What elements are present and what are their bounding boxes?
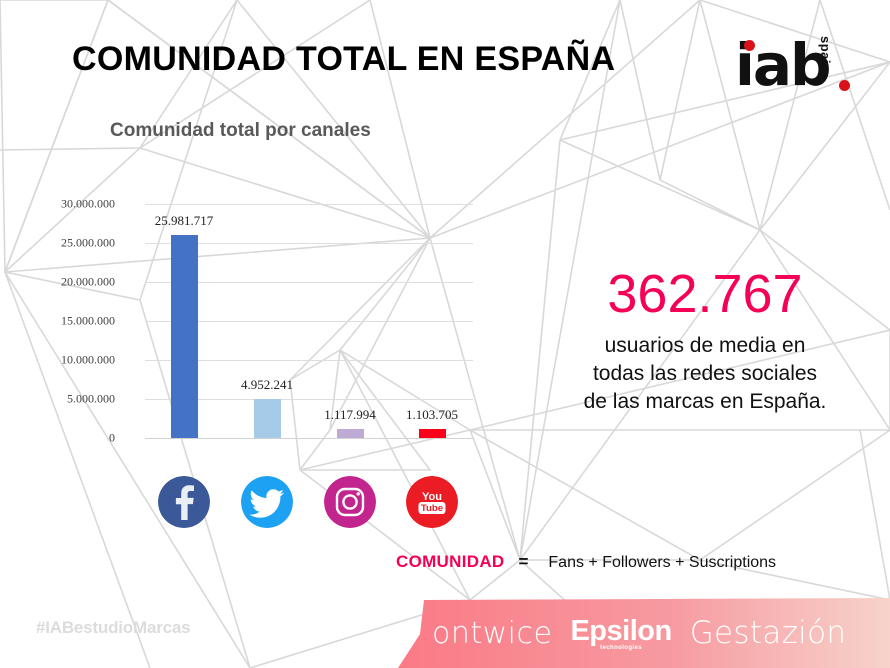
y-axis-tick-label: 25.000.000	[61, 235, 115, 250]
sponsor-banner: ontwice Epsilon technologies Gestazión	[398, 598, 890, 668]
page-title: COMUNIDAD TOTAL EN ESPAÑA	[72, 40, 616, 78]
svg-text:You: You	[422, 491, 442, 503]
highlight-number: 362.767	[607, 264, 803, 324]
y-axis-tick-label: 5.000.000	[67, 391, 115, 406]
iab-spain-logo: iab spain	[735, 28, 860, 98]
chart-bar[interactable]	[170, 235, 198, 438]
highlight-description-line: usuarios de media en	[604, 334, 806, 357]
bar-value-label: 4.952.241	[241, 377, 293, 393]
sponsor-logos: ontwice Epsilon technologies Gestazión	[398, 598, 890, 668]
y-axis-tick-label: 0	[109, 430, 115, 445]
sponsor-epsilon-logo: Epsilon technologies	[570, 614, 672, 651]
bar-value-label: 1.103.705	[406, 407, 458, 423]
hashtag-label: #IABestudioMarcas	[36, 618, 191, 637]
channel-icon-row: You Tube	[0, 476, 500, 536]
formula-definition: Fans + Followers + Suscriptions	[548, 554, 777, 571]
logo-dot-bottom-icon	[839, 80, 850, 91]
logo-dot-top-icon	[744, 40, 755, 51]
facebook-icon[interactable]	[158, 476, 210, 528]
y-axis-tick-label: 20.000.000	[61, 274, 115, 289]
sponsor-epsilon-label: Epsilon	[570, 614, 672, 647]
chart-title: Comunidad total por canales	[110, 120, 371, 141]
chart-gridline	[145, 204, 473, 205]
logo-region-label: spain	[818, 36, 833, 73]
y-axis-tick-label: 15.000.000	[61, 313, 115, 328]
y-axis-tick-label: 10.000.000	[61, 352, 115, 367]
chart-gridline	[145, 438, 473, 439]
formula-equals: =	[518, 552, 529, 571]
bar-value-label: 1.117.994	[324, 407, 376, 423]
community-formula: COMUNIDAD = Fans + Followers + Suscripti…	[396, 552, 776, 572]
chart-bar[interactable]	[418, 429, 446, 438]
highlight-description: usuarios de media en todas las redes soci…	[530, 332, 880, 416]
chart-bar[interactable]	[253, 399, 281, 438]
chart-bar[interactable]	[336, 429, 364, 438]
y-axis-tick-label: 30.000.000	[61, 196, 115, 211]
twitter-icon[interactable]	[241, 476, 293, 528]
sponsor-gestazion-logo: Gestazión	[689, 615, 847, 651]
sponsor-epsilon-sublabel: technologies	[600, 644, 642, 651]
chart-plot-area: 0 5.000.000 10.000.000 15.000.000 20.000.000…	[20, 152, 480, 482]
highlight-description-line: todas las redes sociales	[592, 362, 818, 385]
instagram-icon[interactable]	[324, 476, 376, 528]
svg-text:Tube: Tube	[421, 503, 443, 514]
highlight-description-line: de las marcas en España.	[583, 390, 827, 413]
bar-value-label: 25.981.717	[154, 213, 214, 229]
formula-term: COMUNIDAD	[396, 552, 505, 571]
sponsor-ontwice-logo: ontwice	[432, 615, 553, 651]
